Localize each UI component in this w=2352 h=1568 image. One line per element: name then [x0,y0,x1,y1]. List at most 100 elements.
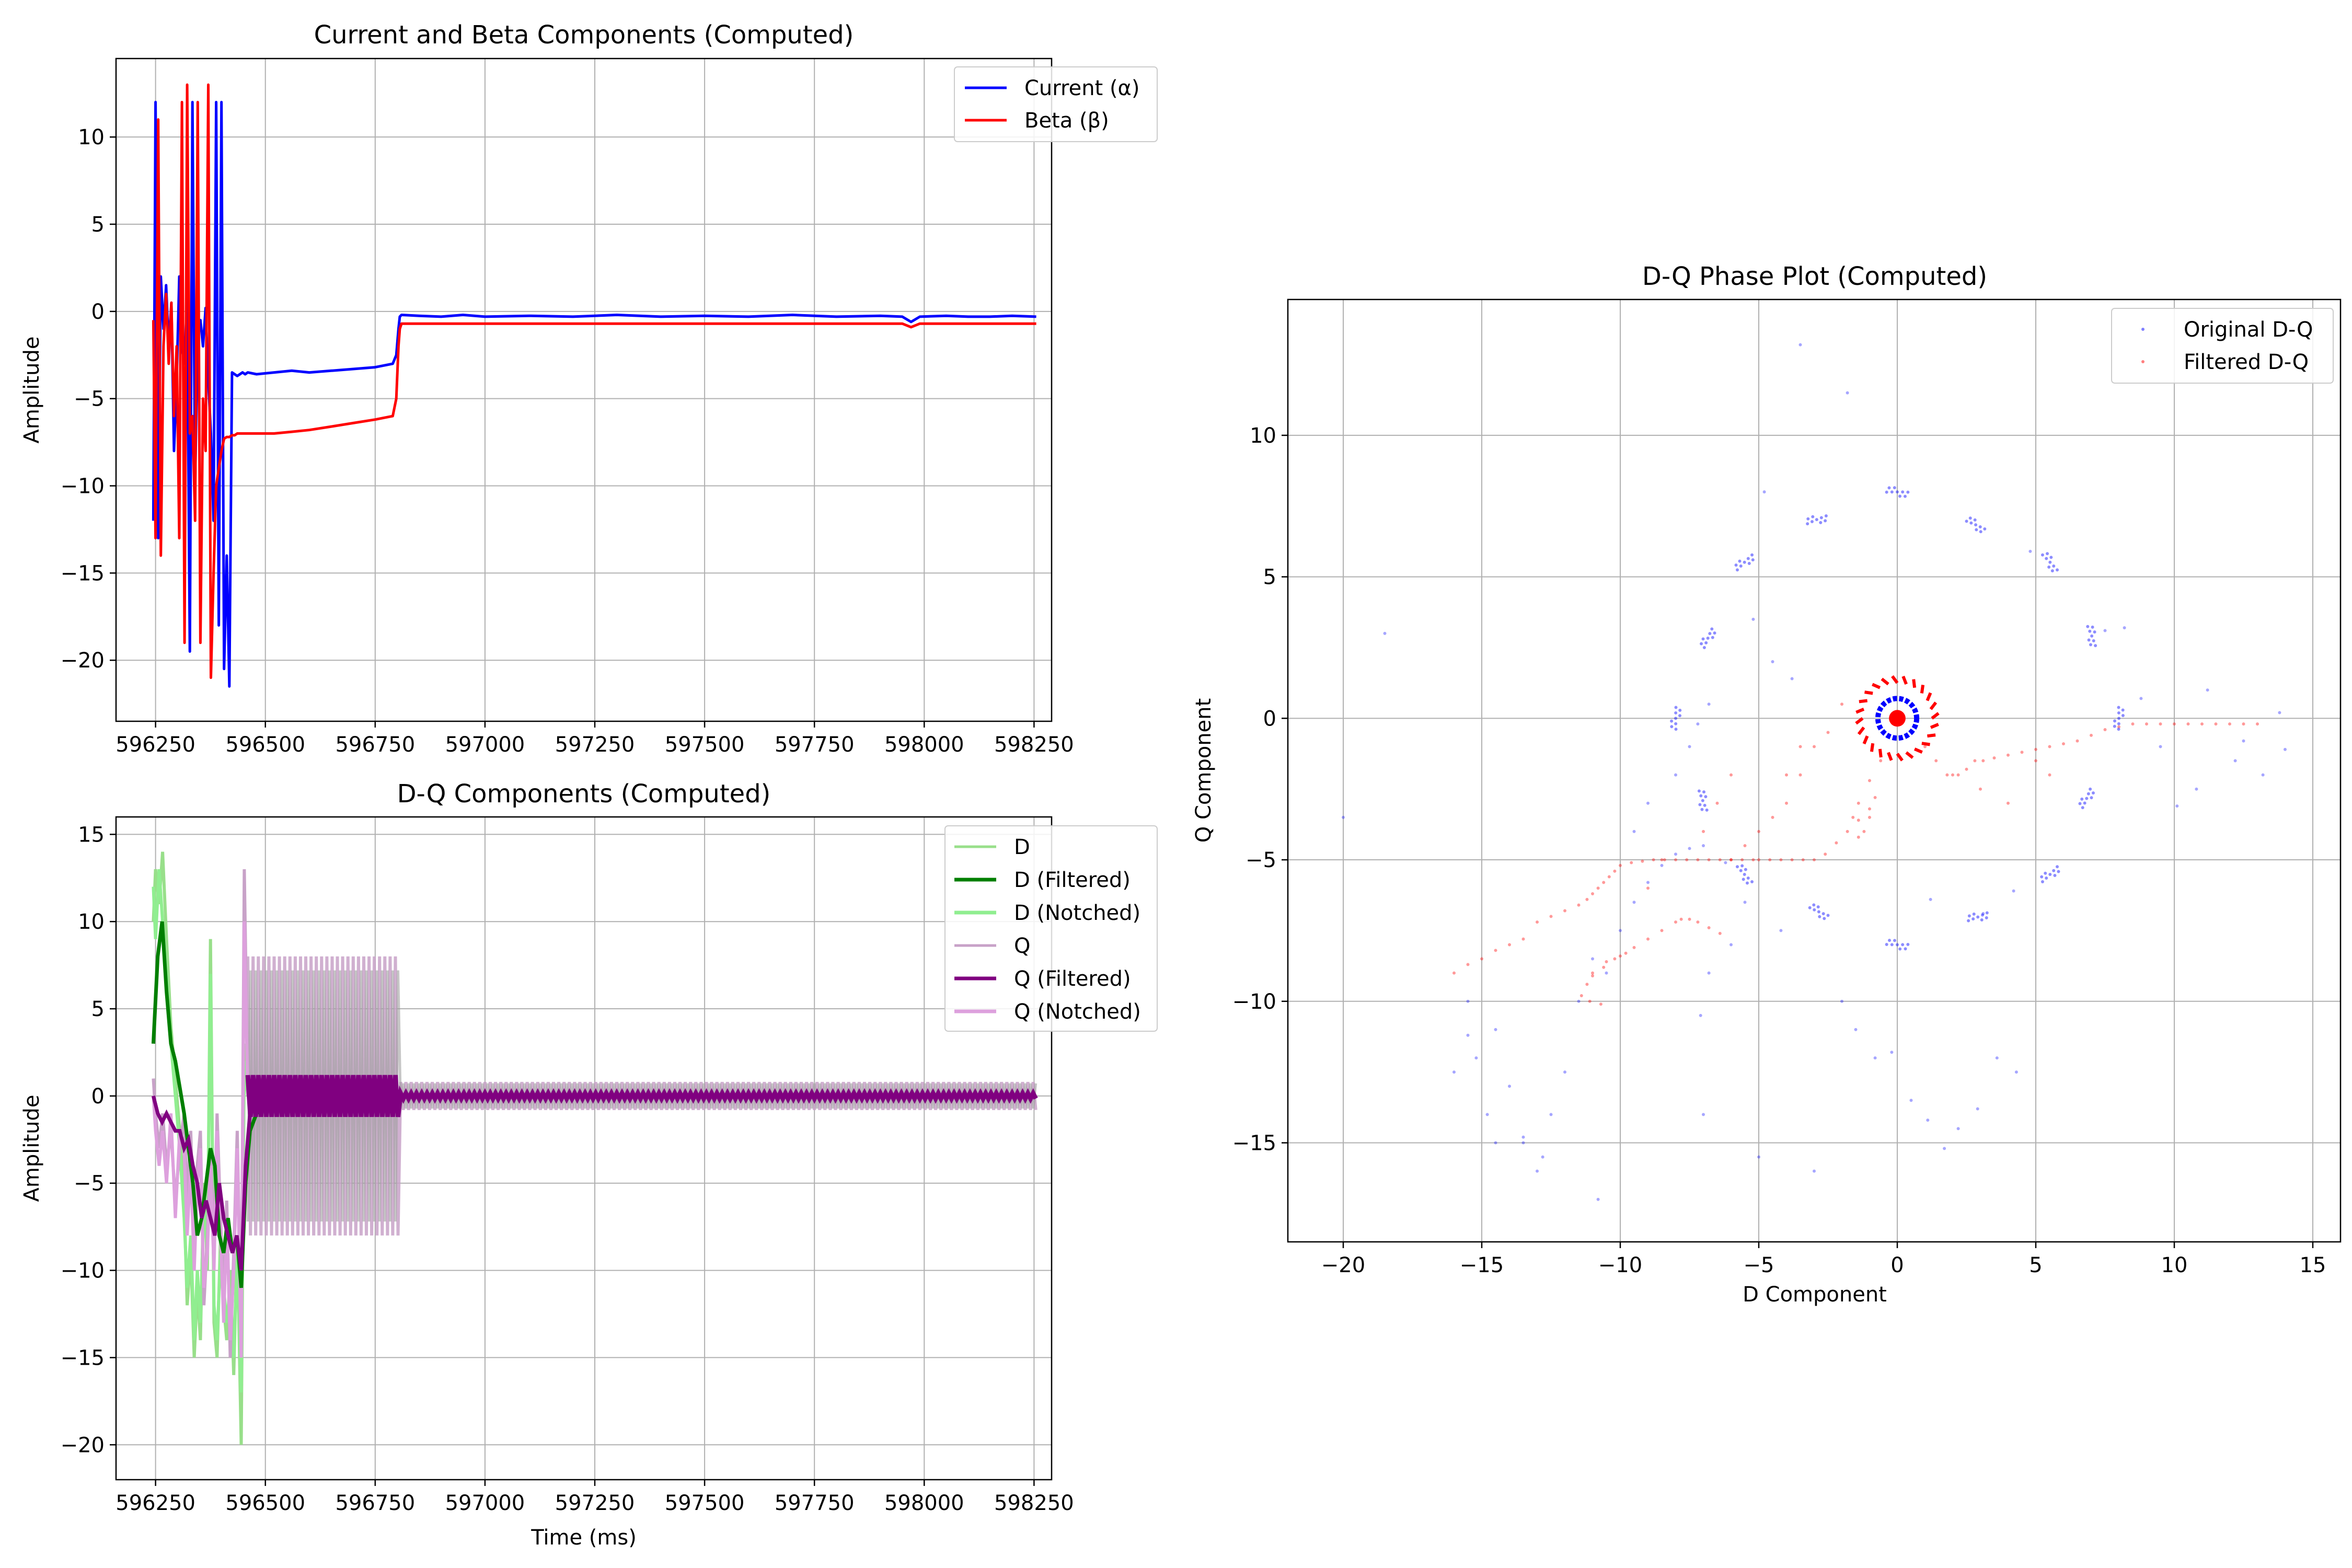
original-dq-point [2195,787,2198,791]
filtered-dq-ring-tick [1870,743,1875,752]
current-beta-y-ticks: −20 −15 −10 −5 0 5 10 [61,125,116,673]
original-dq-point [1906,942,1910,946]
series-q-filtered [152,1094,266,1271]
current-beta-x-ticks: 596250 596500 596750 597000 597250 597500 5977… [116,721,1074,757]
original-dq-point [1985,916,1988,919]
filtered-dq-ring-tick [1927,733,1936,738]
filtered-dq-ring-tick [1878,748,1883,758]
original-dq-point [2159,745,2162,748]
original-dq-point [1596,1197,1600,1201]
legend-d-filtered: D (Filtered) [1014,868,1131,892]
original-dq-point [1896,943,1899,947]
filtered-dq-point [1588,999,1592,1003]
filtered-dq-point [1591,971,1594,975]
original-dq-point [2014,1070,2018,1074]
original-dq-point [1646,801,1650,805]
original-dq-point [1632,829,1636,833]
original-dq-point [1466,999,1470,1003]
filtered-dq-point [1624,951,1628,955]
original-dq-point [1981,912,1985,915]
original-dq-point [1632,901,1636,904]
original-dq-point [1711,636,1714,639]
original-dq-point [2113,719,2117,723]
phase-legend: Original D-Q Filtered D-Q [2111,308,2334,384]
original-dq-point [1342,815,1345,819]
original-dq-point [1674,852,1677,856]
original-dq-point [2242,739,2245,743]
y-tick-label: 0 [91,1085,105,1109]
filtered-dq-ring-tick [1931,712,1940,720]
filtered-dq-point [1707,926,1711,929]
filtered-dq-point [1619,954,1622,958]
legend-swatch-original [2141,328,2145,331]
filtered-dq-ring-tick [1855,708,1865,714]
original-dq-point [1811,515,1815,518]
filtered-dq-point [1801,858,1805,862]
filtered-dq-point [1873,795,1877,799]
filtered-dq-point [2228,722,2231,726]
original-dq-point [2088,629,2092,633]
filtered-dq-point [1619,863,1622,867]
x-tick-label: 597750 [775,733,855,757]
x-tick-label: 596250 [116,1491,195,1515]
x-tick-label: −15 [1460,1253,1504,1277]
x-tick-label: 597500 [665,1491,745,1515]
filtered-dq-point [1632,946,1636,949]
y-tick-label: −10 [61,1259,105,1283]
y-tick-label: −20 [61,1433,105,1457]
original-dq-point [1812,903,1816,907]
y-tick-label: 10 [1250,424,1276,448]
y-tick-label: 15 [78,823,105,847]
current-beta-grid [116,59,1052,721]
original-dq-point [1707,702,1711,706]
x-tick-label: 598000 [884,1491,964,1515]
current-beta-plot-area [116,59,1052,721]
original-dq-point [1985,911,1989,915]
dq-legend: D D (Filtered) D (Notched) Q Q (Filtered… [944,825,1158,1032]
series-original-dq-points [1342,343,2287,1201]
original-dq-point [1735,865,1739,869]
filtered-dq-ring-tick [1855,717,1864,725]
phase-frame [1287,298,2342,1243]
current-beta-legend: Current (α) Beta (β) [954,66,1158,142]
original-dq-point [1746,877,1750,880]
original-dq-point [1646,881,1650,884]
original-dq-point [2175,804,2179,808]
filtered-dq-point [1973,759,1977,763]
filtered-dq-point [2131,722,2135,726]
filtered-dq-ring-tick [1896,753,1904,762]
current-beta-frame [115,57,1053,722]
original-dq-point [2056,865,2059,869]
original-dq-point [1696,722,1700,726]
original-dq-point [1821,912,1825,916]
y-tick-label: 0 [91,300,105,324]
filtered-dq-point [1868,779,1871,782]
filtered-dq-point [1549,915,1553,918]
filtered-dq-point [1663,858,1666,862]
original-dq-point [1904,947,1907,951]
original-dq-point [1670,725,1674,729]
phase-grid [1288,299,2341,1242]
series-q-filtered-oscillation [245,1075,1038,1117]
filtered-dq-ring-tick [1930,723,1939,729]
original-dq-point [1973,518,1977,522]
original-dq-point [1980,918,1984,922]
filtered-dq-point [1674,920,1677,924]
original-dq-point [1521,1135,1525,1139]
original-dq-point [1466,1033,1470,1037]
filtered-dq-point [1605,960,1608,963]
filtered-dq-point [2090,733,2093,737]
original-dq-point [1817,910,1820,914]
original-dq-point [1975,528,1978,532]
original-dq-point [1619,929,1622,932]
original-dq-point [1824,514,1828,518]
y-tick-label: −5 [74,1172,105,1196]
filtered-dq-point [2062,742,2065,746]
filtered-dq-ring-tick [1887,752,1893,761]
filtered-dq-point [1585,983,1589,986]
original-dq-point [1967,919,1970,923]
legend-d-notched: D (Notched) [1014,901,1140,925]
legend-q-filtered: Q (Filtered) [1014,967,1131,991]
legend-d: D [1014,835,1030,859]
